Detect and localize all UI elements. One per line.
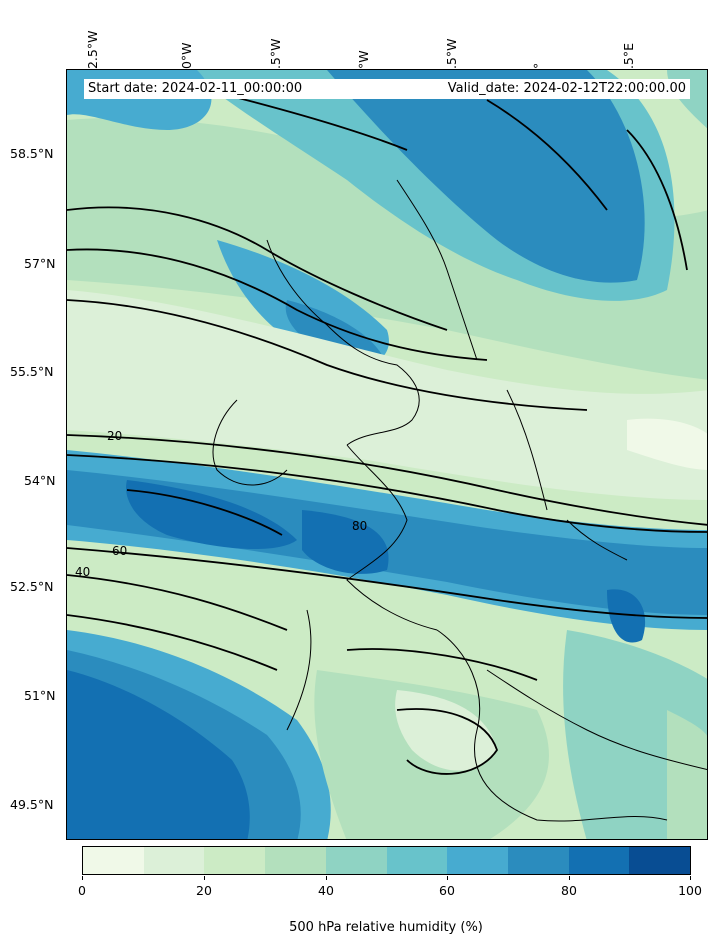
cb-label-60: 60 (439, 883, 455, 898)
lat-tick-57n: 57°N (24, 256, 56, 271)
colorbar-swatch-6 (447, 847, 508, 874)
lat-tick-52-5n: 52.5°N (10, 579, 54, 594)
lat-tick-55-5n: 55.5°N (10, 364, 54, 379)
contour-label-60: 60 (112, 544, 127, 558)
colorbar-swatch-2 (204, 847, 266, 874)
colorbar-swatch-5 (386, 847, 448, 874)
cb-tick-80 (569, 876, 570, 880)
colorbar-swatch-3 (265, 847, 326, 874)
humidity-map: 20 40 60 80 (66, 69, 708, 840)
colorbar-swatch-4 (325, 847, 387, 874)
contour-label-40: 40 (75, 565, 90, 579)
humidity-map-svg: 20 40 60 80 (67, 70, 707, 839)
contour-label-20: 20 (107, 429, 122, 443)
contour-label-80: 80 (352, 519, 367, 533)
cb-tick-40 (326, 876, 327, 880)
cb-label-40: 40 (318, 883, 334, 898)
colorbar-swatch-8 (568, 847, 630, 874)
cb-label-80: 80 (561, 883, 577, 898)
colorbar-swatch-0 (83, 847, 144, 874)
cb-tick-20 (204, 876, 205, 880)
colorbar-title: 500 hPa relative humidity (%) (289, 920, 483, 935)
colorbar-swatch-9 (629, 847, 691, 874)
lat-tick-54n: 54°N (24, 473, 56, 488)
lat-tick-49-5n: 49.5°N (10, 797, 54, 812)
start-date: Start date: 2024-02-11_00:00:00 (88, 81, 303, 96)
valid-date: Valid_date: 2024-02-12T22:00:00.00 (447, 81, 686, 96)
cb-label-20: 20 (196, 883, 212, 898)
cb-tick-0 (82, 876, 83, 880)
cb-label-100: 100 (678, 883, 702, 898)
cb-tick-60 (447, 876, 448, 880)
cb-tick-100 (690, 876, 691, 880)
colorbar-swatch-7 (507, 847, 569, 874)
lat-tick-51n: 51°N (24, 688, 56, 703)
lat-tick-58-5n: 58.5°N (10, 146, 54, 161)
colorbar (82, 846, 691, 875)
info-strip: Start date: 2024-02-11_00:00:00 Valid_da… (84, 79, 690, 99)
colorbar-swatch-1 (143, 847, 205, 874)
cb-label-0: 0 (78, 883, 86, 898)
